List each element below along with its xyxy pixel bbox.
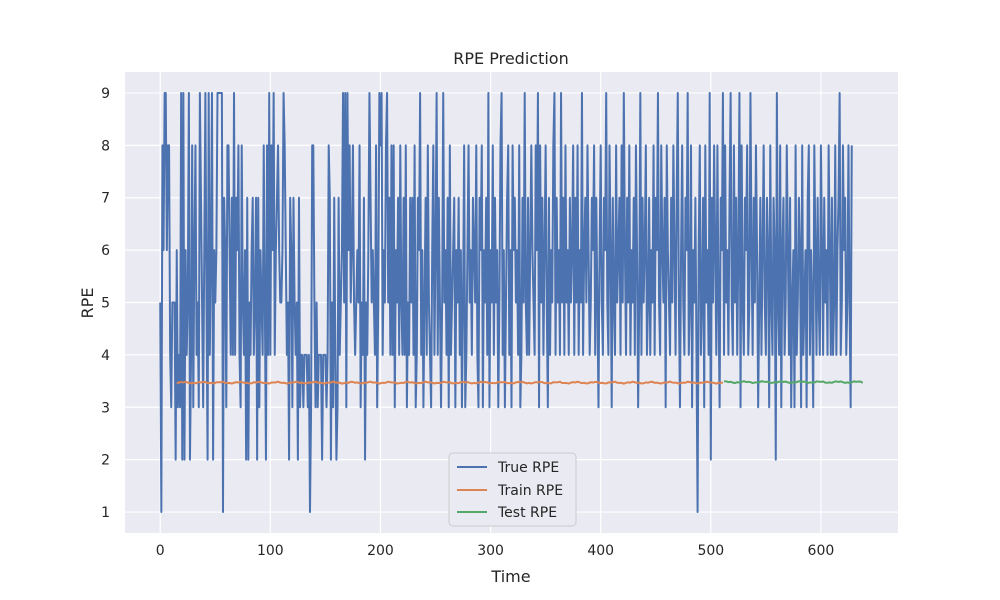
series-line-true-rpe (159, 91, 853, 514)
y-tick-label: 7 (101, 191, 110, 207)
x-tick-label: 500 (697, 543, 724, 559)
legend: True RPE Train RPE Test RPE (448, 452, 577, 527)
legend-label-true-rpe: True RPE (497, 460, 559, 476)
y-tick-label: 1 (101, 505, 110, 521)
chart-title: RPE Prediction (453, 49, 568, 68)
y-tick-label: 5 (101, 296, 110, 312)
x-axis-label: Time (490, 567, 530, 586)
series-line-train-rpe (176, 380, 724, 385)
y-tick-label: 6 (101, 243, 110, 259)
y-tick-label: 9 (101, 86, 110, 102)
x-tick-labels: 0 100 200 300 400 500 600 (156, 543, 835, 559)
series-group (159, 91, 864, 514)
series-line-test-rpe (723, 380, 864, 385)
y-tick-label: 3 (101, 400, 110, 416)
x-tick-label: 300 (477, 543, 504, 559)
x-tick-label: 100 (257, 543, 284, 559)
x-tick-label: 600 (808, 543, 835, 559)
y-tick-label: 4 (101, 348, 110, 364)
y-tick-label: 8 (101, 138, 110, 154)
legend-label-train-rpe: Train RPE (497, 483, 563, 499)
y-axis-label: RPE (78, 288, 97, 319)
legend-label-test-rpe: Test RPE (497, 505, 557, 521)
y-tick-labels: 1 2 3 4 5 6 7 8 9 (101, 86, 110, 521)
x-tick-label: 0 (156, 543, 165, 559)
legend-box (448, 452, 577, 527)
x-tick-label: 400 (587, 543, 614, 559)
y-tick-label: 2 (101, 453, 110, 469)
x-tick-label: 200 (367, 543, 394, 559)
